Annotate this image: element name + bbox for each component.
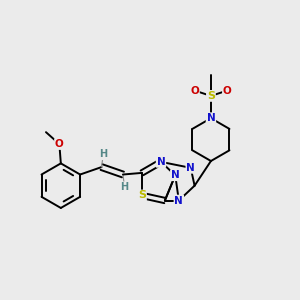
Text: N: N xyxy=(171,170,180,180)
Text: O: O xyxy=(55,139,64,149)
Text: O: O xyxy=(223,85,232,96)
Text: N: N xyxy=(175,196,183,206)
Text: O: O xyxy=(190,85,199,96)
Text: H: H xyxy=(120,182,128,192)
Text: N: N xyxy=(186,163,195,173)
Text: N: N xyxy=(157,157,165,167)
Text: H: H xyxy=(99,149,107,159)
Text: S: S xyxy=(207,91,215,101)
Text: S: S xyxy=(138,190,146,200)
Text: N: N xyxy=(207,113,215,123)
